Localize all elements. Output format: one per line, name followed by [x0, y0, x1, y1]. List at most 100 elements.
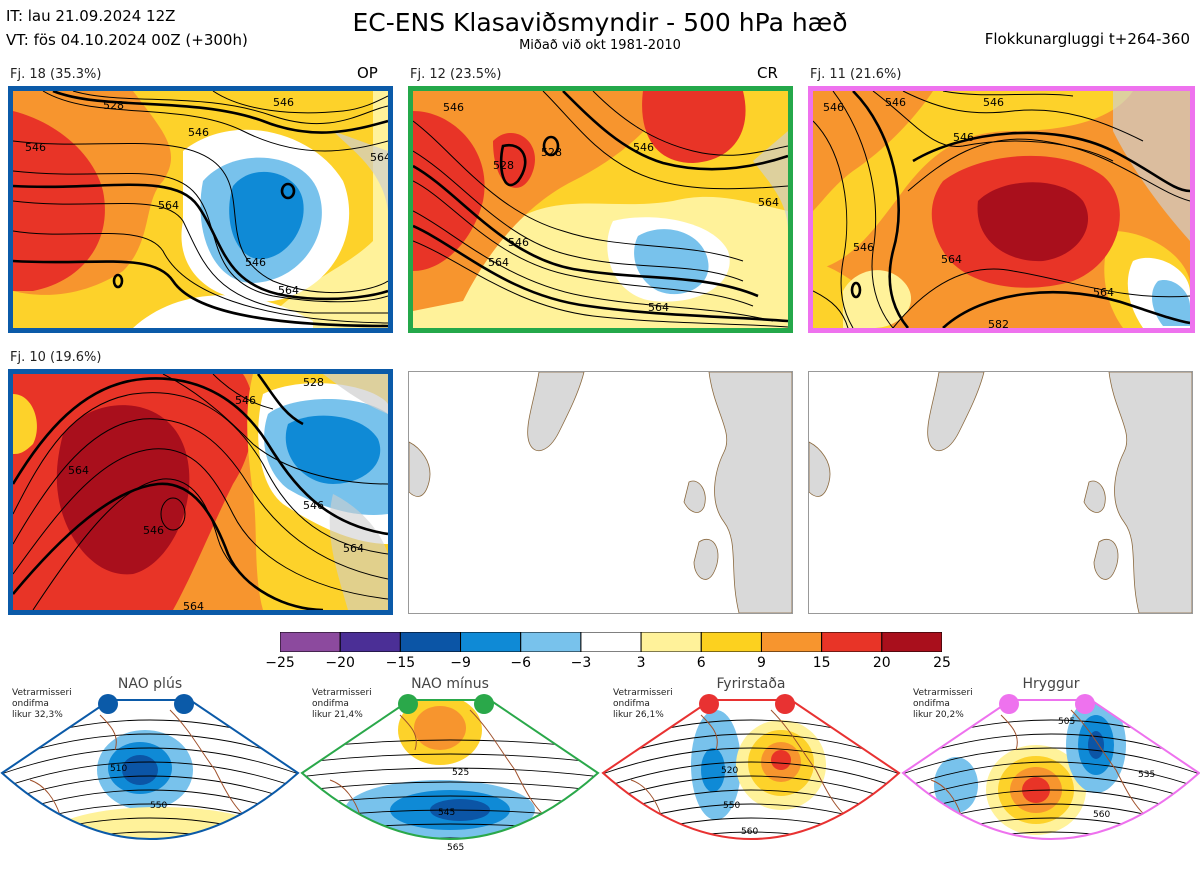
height-contour	[302, 781, 598, 793]
height-contour	[603, 761, 899, 793]
colorbar-svg	[279, 631, 943, 653]
regime-contour-label: 560	[1093, 810, 1110, 820]
contour-label: 546	[303, 499, 324, 512]
contour-label: 546	[953, 131, 974, 144]
colorbar-segment	[279, 631, 341, 653]
regime-fan-svg: 525 545 565	[300, 694, 600, 862]
height-contour	[903, 831, 1199, 839]
regime-marker-dot	[999, 694, 1019, 714]
contour-label: 564	[648, 301, 669, 314]
regime-contour-label: 545	[438, 808, 455, 818]
cluster-map-3-svg: 546 546 546 546 546 564 564 582	[813, 91, 1190, 328]
contour-label: 564	[941, 253, 962, 266]
regime-map-4: 505 535 560 Hryggur Vetrarmisseri ondifma liku…	[901, 676, 1200, 871]
regime-marker-dot	[398, 694, 418, 714]
regime-note-line: likur 21,4%	[312, 710, 363, 720]
contour-label: 546	[885, 96, 906, 109]
panel-2-label: Fj. 12 (23.5%)	[410, 67, 502, 82]
colorbar-tick-label: 3	[636, 655, 646, 671]
colorbar-segment	[520, 631, 582, 653]
colorbar-segment	[399, 631, 462, 653]
anomaly-shading	[122, 755, 158, 785]
contour-label: 546	[188, 126, 209, 139]
regime-frequency-note: Vetrarmisseri ondifma likur 26,1%	[613, 688, 673, 721]
height-contour	[302, 753, 598, 765]
empty-map-5-svg	[409, 372, 792, 613]
regime-title: Hryggur	[1022, 676, 1080, 692]
colorbar-tick-label: 20	[872, 655, 891, 671]
panel-1-tag: OP	[357, 64, 378, 82]
regime-note-line: ondifma	[12, 699, 49, 709]
colorbar-tick-label: 6	[696, 655, 706, 671]
contour-label: 564	[758, 196, 779, 209]
contour-label: 528	[303, 376, 324, 389]
contour-label: 528	[103, 99, 124, 112]
contour-label: 582	[988, 318, 1009, 328]
regime-outline	[601, 699, 901, 840]
colorbar	[279, 631, 943, 653]
height-contour	[903, 747, 1199, 779]
contour-label: 528	[493, 159, 514, 172]
regime-note-line: ondifma	[312, 699, 349, 709]
contour-label: 564	[183, 600, 204, 610]
regime-title: NAO plús	[117, 676, 183, 692]
anomaly-shading	[771, 750, 791, 770]
colorbar-tick-label: 9	[756, 655, 766, 671]
contour-label: 546	[633, 141, 654, 154]
regime-contour-label: 560	[741, 827, 758, 837]
contour-label: 546	[508, 236, 529, 249]
colorbar-segment	[821, 631, 883, 653]
regime-fan-svg: 505 535 560	[901, 694, 1200, 840]
contour-label: 564	[488, 256, 509, 269]
contour-label: 546	[25, 141, 46, 154]
height-contour	[603, 775, 899, 807]
regime-contour-label: 565	[447, 843, 464, 853]
page-subtitle: Miðað við okt 1981-2010	[519, 38, 681, 53]
height-contour	[300, 852, 600, 862]
height-contour	[603, 747, 899, 779]
regime-frequency-note: Vetrarmisseri ondifma likur 20,2%	[913, 688, 973, 721]
height-contour	[2, 761, 298, 793]
cluster-map-panel-1: 546 528 546 546 564 546 564 564	[8, 86, 393, 333]
regime-outline	[300, 699, 600, 840]
colorbar-tick-label: −20	[325, 655, 355, 671]
colorbar-tick-label: −15	[385, 655, 416, 671]
regime-marker-dot	[98, 694, 118, 714]
colorbar-tick-label: −25	[265, 655, 295, 671]
regime-frequency-note: Vetrarmisseri ondifma likur 32,3%	[12, 688, 72, 721]
height-contour	[2, 831, 298, 839]
regime-note-line: ondifma	[613, 699, 650, 709]
empty-map-panel-5	[408, 371, 793, 614]
clustering-window: Flokkunargluggi t+264-360	[984, 30, 1190, 48]
regime-contour-label: 510	[110, 764, 127, 774]
colorbar-segment	[339, 631, 401, 653]
contour-label: 546	[983, 96, 1004, 109]
regime-fan-svg: 510 550	[0, 694, 300, 840]
regime-contour-label: 525	[452, 768, 469, 778]
contour-label: 546	[853, 241, 874, 254]
regime-note-line: Vetrarmisseri	[312, 688, 372, 698]
regime-marker-dot	[775, 694, 795, 714]
colorbar-segment	[700, 631, 762, 653]
height-contour	[2, 747, 298, 779]
contour-label: 546	[273, 96, 294, 109]
regime-contour-label: 550	[723, 801, 740, 811]
regime-title: Fyrirstaða	[716, 676, 786, 692]
colorbar-tick-label: −6	[510, 655, 532, 671]
colorbar-tick-label: −9	[450, 655, 471, 671]
regime-outline	[0, 699, 300, 840]
regime-map-2: 525 545 565 NAO mínus Vetrarmisseri ondifma li…	[300, 676, 600, 871]
regime-marker-dot	[1075, 694, 1095, 714]
colorbar-segment	[760, 631, 823, 653]
page-title: EC-ENS Klasaviðsmyndir - 500 hPa hæð	[352, 8, 848, 37]
regime-note-line: Vetrarmisseri	[613, 688, 673, 698]
panel-1-label: Fj. 18 (35.3%)	[10, 67, 102, 82]
colorbar-segment	[881, 631, 943, 653]
colorbar-tick-label: 15	[812, 655, 831, 671]
contour-label: 528	[541, 146, 562, 159]
cluster-map-4-svg: 546 528 564 546 546 564 564	[13, 374, 388, 610]
contour-label: 546	[823, 101, 844, 114]
contour-label: 564	[278, 284, 299, 297]
regime-contour-label: 505	[1058, 717, 1075, 727]
regime-marker-dot	[174, 694, 194, 714]
